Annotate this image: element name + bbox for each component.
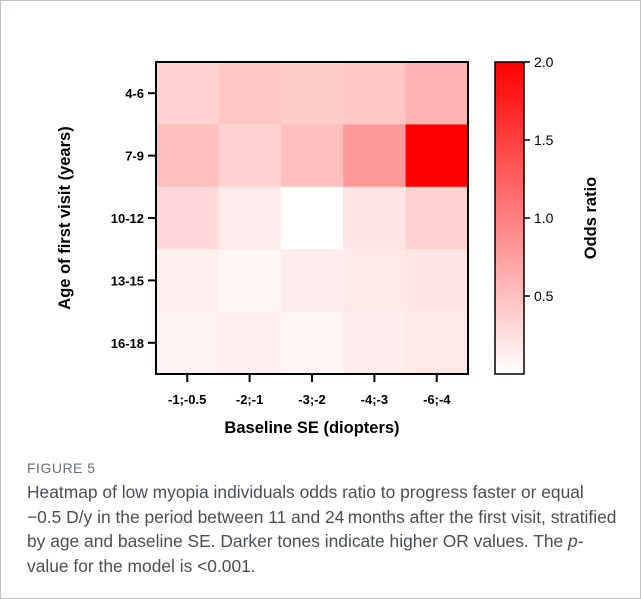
colorbar (494, 61, 525, 375)
colorbar-label: Odds ratio (582, 177, 600, 260)
caption-text-start: Heatmap of low myopia individuals odds r… (27, 482, 617, 551)
heatmap-cell-r3-c2 (280, 249, 344, 313)
heatmap-cell-r0-c1 (218, 62, 282, 125)
heatmap-cell-r1-c1 (218, 124, 282, 188)
heatmap-cell-r2-c2 (280, 186, 344, 250)
colorbar-tick-label: 1.5 (534, 132, 554, 148)
heatmap-cell-r1-c3 (343, 124, 407, 188)
heatmap-cell-r0-c4 (405, 62, 469, 125)
heatmap-cells (156, 62, 469, 375)
y-axis-label: Age of first visit (years) (56, 126, 74, 309)
heatmap-cell-r3-c3 (343, 249, 407, 313)
y-axis-ticks: 4-6 7-9 10-12 13-15 16-18 (111, 86, 156, 351)
y-tick-label: 16-18 (111, 336, 144, 351)
heatmap-cell-r0-c0 (156, 62, 219, 125)
y-tick-label: 10-12 (111, 211, 144, 226)
y-tick-label: 13-15 (111, 273, 144, 288)
x-tick-label: -3;-2 (298, 392, 325, 407)
figure-caption: Heatmap of low myopia individuals odds r… (27, 480, 622, 578)
heatmap-cell-r2-c0 (156, 186, 219, 250)
y-tick-label: 7-9 (125, 149, 144, 164)
x-axis-label: Baseline SE (diopters) (224, 419, 399, 437)
figure-label: FIGURE 5 (27, 460, 96, 476)
x-tick-label: -1;-0.5 (168, 392, 206, 407)
heatmap-cell-r2-c3 (343, 186, 407, 250)
heatmap-cell-r1-c2 (280, 124, 344, 188)
x-axis-ticks: -1;-0.5 -2;-1 -3;-2 -4;-3 -6;-4 (168, 374, 451, 407)
y-tick-label: 4-6 (125, 86, 144, 101)
heatmap-cell-r3-c4 (405, 249, 469, 313)
heatmap-cell-r2-c1 (218, 186, 282, 250)
colorbar-tick-label: 0.5 (534, 288, 554, 304)
heatmap-cell-r4-c4 (405, 311, 469, 375)
heatmap-cell-r4-c2 (280, 311, 344, 375)
x-tick-label: -4;-3 (361, 392, 388, 407)
colorbar-tick-label: 1.0 (534, 210, 554, 226)
heatmap-cell-r0-c3 (343, 62, 407, 125)
heatmap-cell-r3-c1 (218, 249, 282, 313)
heatmap-cell-r4-c3 (343, 311, 407, 375)
heatmap-cell-r4-c1 (218, 311, 282, 375)
caption-p-symbol: p (568, 531, 578, 551)
heatmap-cell-r2-c4 (405, 186, 469, 250)
heatmap-cell-r0-c2 (280, 62, 344, 125)
colorbar-tick-label: 2.0 (534, 54, 554, 70)
colorbar-ticks: 0.5 1.0 1.5 2.0 (524, 54, 554, 304)
heatmap-cell-r4-c0 (156, 311, 219, 375)
heatmap-cell-r3-c0 (156, 249, 219, 313)
x-tick-label: -6;-4 (423, 392, 451, 407)
heatmap-cell-r1-c0 (156, 124, 219, 188)
heatmap-cell-r1-c4 (405, 124, 469, 188)
x-tick-label: -2;-1 (236, 392, 263, 407)
caption-text-end: -value for the model is <0.001. (27, 531, 584, 576)
